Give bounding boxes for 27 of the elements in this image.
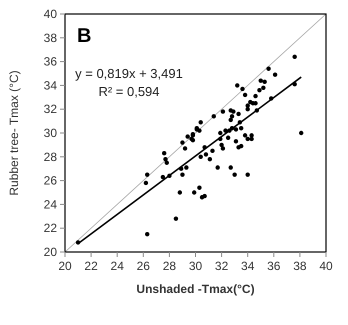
y-tick-label: 26	[44, 174, 58, 188]
y-tick-label: 34	[44, 78, 58, 92]
x-tick-label: 34	[241, 259, 255, 273]
x-tick-label: 32	[214, 259, 229, 273]
y-axis-title: Rubber tree- Tmax (°C)	[7, 70, 21, 196]
annotation: R² = 0,594	[98, 84, 160, 99]
x-tick-label: 24	[110, 259, 124, 273]
annotation: y = 0,819x + 3,491	[75, 66, 183, 81]
x-tick-label: 26	[136, 259, 150, 273]
text: B	[77, 25, 92, 47]
x-tick-label: 22	[84, 259, 98, 273]
x-tick-label: 36	[267, 259, 281, 273]
y-tick-label: 36	[44, 54, 58, 69]
y-tick-label: 40	[44, 7, 58, 21]
x-tick-label: 40	[319, 259, 333, 273]
y-tick-label: 30	[44, 126, 58, 140]
y-tick-label: 32	[44, 102, 58, 116]
x-tick-label: 20	[58, 259, 72, 273]
x-axis-title: Unshaded -Tmax(°C)	[136, 282, 255, 296]
y-tick-label: 22	[44, 221, 58, 236]
y-tick-label: 20	[44, 245, 58, 259]
y-tick-label: 38	[44, 30, 58, 45]
y-tick-label: 24	[44, 197, 58, 212]
x-tick-label: 28	[162, 259, 176, 273]
x-tick-label: 30	[188, 259, 202, 273]
x-tick-label: 38	[293, 259, 307, 273]
y-tick-label: 28	[44, 150, 58, 164]
